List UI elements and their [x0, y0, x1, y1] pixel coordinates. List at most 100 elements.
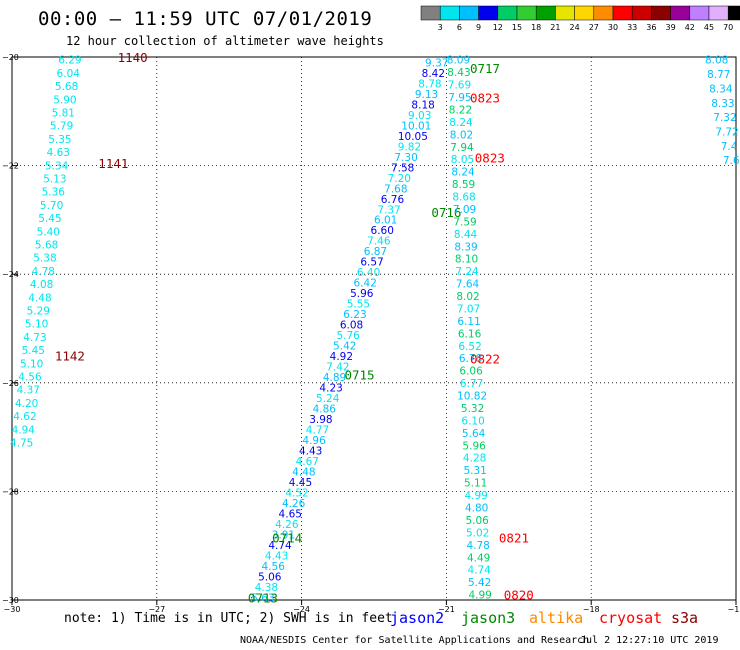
time-label: 0714 — [272, 531, 302, 546]
wave-height-value: 5.06 — [258, 571, 282, 583]
time-label: 0823 — [475, 150, 505, 165]
wave-height-value: 8.22 — [449, 104, 472, 116]
x-tick-label: −30 — [4, 605, 21, 614]
colorbar-label: 39 — [666, 23, 676, 32]
wave-height-value: 4.52 — [285, 487, 308, 499]
y-tick-label: −26 — [2, 379, 19, 388]
time-label: 0821 — [499, 531, 529, 546]
y-tick-label: −20 — [2, 53, 19, 62]
wave-height-value: 8.43 — [447, 67, 470, 79]
plot-frame — [11, 56, 737, 601]
wave-height-value: 6.16 — [458, 328, 482, 340]
wave-height-value: 5.24 — [316, 393, 340, 405]
colorbar-label: 15 — [512, 23, 522, 32]
wave-height-value: 7.09 — [453, 204, 476, 216]
wave-height-value: 5.96 — [462, 440, 486, 452]
wave-height-value: 5.36 — [42, 187, 66, 199]
colorbar-swatch — [651, 5, 671, 21]
wave-height-value: 7.24 — [455, 266, 479, 278]
wave-height-value: 5.29 — [27, 306, 50, 318]
colorbar-swatch — [689, 5, 710, 21]
wave-height-value: 3.98 — [309, 414, 332, 426]
wave-height-value: 6.01 — [374, 215, 397, 227]
colorbar-label: 30 — [608, 23, 618, 32]
wave-height-value: 5.96 — [350, 288, 374, 300]
wave-height-value: 4.43 — [299, 445, 322, 457]
colorbar-swatch — [420, 5, 441, 21]
time-label: 0713 — [248, 590, 278, 605]
wave-height-value: 6.78 — [459, 353, 482, 365]
colorbar-label: 70 — [723, 23, 733, 32]
time-label: 0717 — [470, 61, 500, 76]
wave-height-value: 7.68 — [384, 183, 407, 195]
wave-height-value: 4.43 — [265, 550, 288, 562]
wave-height-value: 4.75 — [10, 438, 33, 450]
wave-height-value: 8.33 — [711, 98, 734, 110]
wave-height-value: 4.80 — [465, 503, 488, 515]
y-tick-label: −24 — [2, 270, 19, 279]
wave-height-value: 6.77 — [460, 378, 483, 390]
wave-height-value: 8.08 — [705, 55, 728, 67]
wave-height-value: 6.29 — [58, 55, 81, 67]
time-label: 0822 — [470, 351, 500, 366]
footnote: note: 1) Time is in UTC; 2) SWH is in fe… — [64, 611, 393, 626]
wave-height-value: 10.82 — [457, 391, 487, 403]
y-tick-label: −28 — [2, 487, 19, 496]
wave-height-value: 4.99 — [464, 490, 487, 502]
colorbar-label: 18 — [531, 23, 541, 32]
wave-height-value: 8.39 — [454, 241, 477, 253]
wave-height-value: 7.59 — [453, 216, 476, 228]
time-label: 1142 — [55, 349, 85, 364]
wave-height-value: 6.04 — [57, 68, 81, 80]
generated-timestamp: Jul 2 12:27:10 UTC 2019 — [580, 635, 719, 646]
wave-height-value: 5.76 — [336, 330, 360, 342]
wave-height-value: 8.77 — [707, 69, 730, 81]
colorbar-swatch — [670, 5, 691, 21]
wave-height-value: 10.05 — [398, 131, 428, 143]
wave-height-value: 4.26 — [282, 498, 306, 510]
wave-height-value: 4.28 — [463, 453, 486, 465]
colorbar-swatch — [497, 5, 518, 21]
satellite-legend-item: cryosat — [599, 609, 663, 627]
wave-height-value: 5.35 — [48, 134, 71, 146]
time-label: 1140 — [118, 50, 148, 65]
wave-height-value: 6.08 — [340, 320, 363, 332]
wave-height-value: 4.62 — [13, 411, 36, 423]
colorbar-label: 27 — [589, 23, 599, 32]
wave-height-value: 5.68 — [55, 81, 78, 93]
wave-height-value: 6.60 — [371, 225, 394, 237]
wave-height-value: 6.76 — [381, 194, 405, 206]
colorbar-label: 21 — [550, 23, 560, 32]
wave-height-value: 7.37 — [377, 204, 400, 216]
satellite-legend-item: altika — [529, 609, 584, 627]
wave-height-value: 5.06 — [465, 515, 489, 527]
wave-height-value: 4.92 — [330, 351, 353, 363]
wave-height-value: 7.94 — [450, 142, 474, 154]
colorbar-label: 3 — [438, 23, 443, 32]
wave-height-value: 4.86 — [313, 404, 337, 416]
wave-height-value: 4.37 — [17, 385, 40, 397]
wave-height-value: 4.26 — [275, 519, 299, 531]
wave-height-value: 8.42 — [422, 68, 445, 80]
wave-height-value: 6.87 — [364, 246, 387, 258]
wave-height-value: 9.82 — [398, 141, 421, 153]
wave-height-value: 4.74 — [467, 565, 491, 577]
wave-height-value: 4.67 — [296, 456, 319, 468]
wave-height-value: 9.03 — [408, 110, 431, 122]
wave-height-value: 4.65 — [279, 508, 302, 520]
wave-height-value: 5.63 — [251, 592, 274, 604]
wave-height-value: 4.49 — [467, 552, 490, 564]
wave-height-value: 7.32 — [713, 112, 736, 124]
time-label: 0823 — [470, 91, 500, 106]
wave-height-value: 7.64 — [456, 279, 480, 291]
wave-height-value: 7.72 — [715, 126, 738, 138]
wave-height-value: 9.13 — [415, 89, 438, 101]
colorbar-label: 9 — [476, 23, 481, 32]
wave-height-value: 8.05 — [451, 154, 474, 166]
wave-height-value: 9.37 — [425, 57, 448, 69]
time-label: 0715 — [344, 368, 374, 383]
wave-height-value: 4.73 — [23, 332, 46, 344]
colorbar-swatch — [631, 5, 652, 21]
wave-height-value: 4.08 — [30, 279, 53, 291]
